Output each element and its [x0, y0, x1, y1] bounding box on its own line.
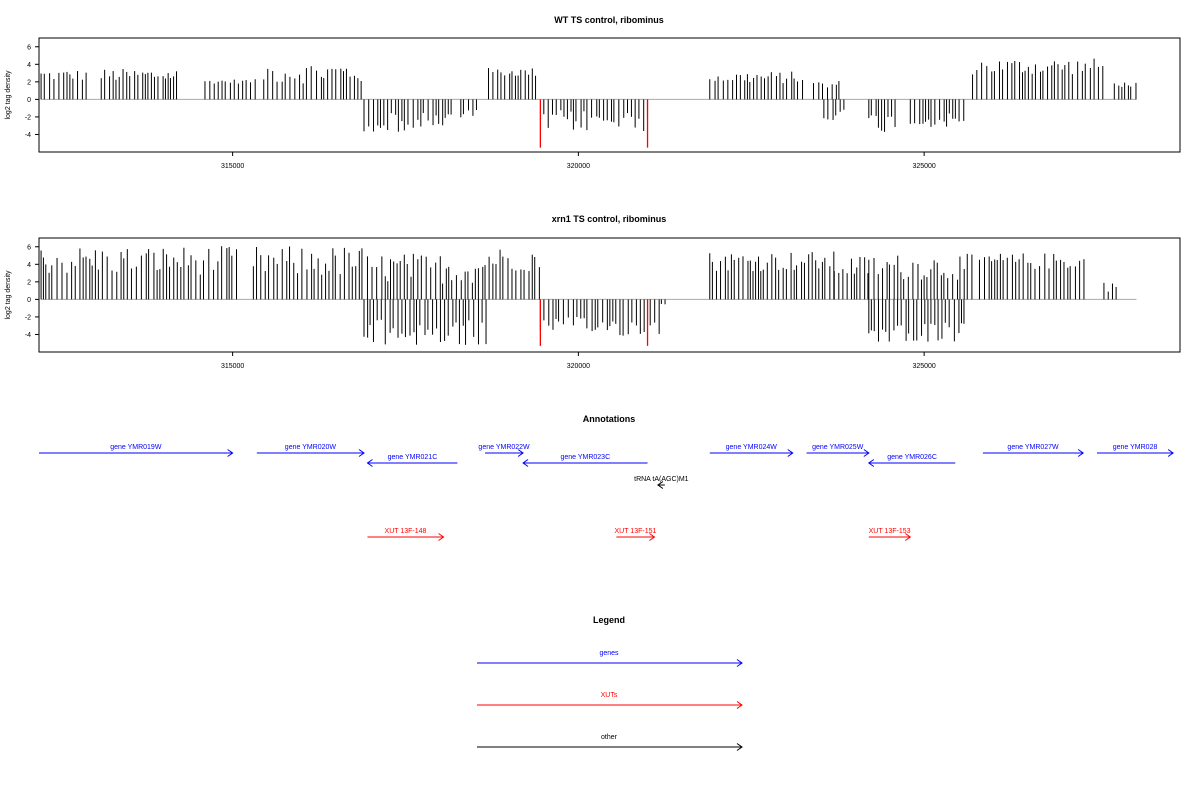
legend-title: Legend — [593, 615, 625, 625]
arrow-right-icon — [736, 701, 743, 709]
wt-plot-frame — [38, 37, 1181, 153]
annotation-tracks: gene YMR019W gene YMR020W gene YMR021C gene… — [39, 444, 1174, 541]
annotation-feature: gene YMR022W — [478, 444, 530, 457]
annotation-feature: XUT 13F-153 — [869, 528, 912, 541]
arrow-right-icon — [517, 449, 524, 457]
feature-label: XUT 13F-148 — [385, 528, 427, 535]
legend-entry: XUTs — [477, 692, 743, 709]
feature-label: gene YMR022W — [478, 444, 530, 451]
arrow-right-icon — [905, 533, 912, 541]
feature-label: tRNA tA(AGC)M1 — [634, 476, 689, 483]
x-tick-label: 315000 — [221, 163, 244, 170]
arrow-right-icon — [787, 449, 794, 457]
xrn1-plot-frame — [38, 237, 1181, 353]
feature-label: XUT 13F-153 — [869, 528, 911, 535]
legend-items: genes XUTs other — [477, 650, 743, 751]
arrow-left-icon — [657, 481, 664, 489]
arrow-right-icon — [227, 449, 234, 457]
arrow-right-icon — [1077, 449, 1085, 457]
legend-label: XUTs — [601, 692, 618, 699]
annotation-feature: XUT 13F-151 — [614, 528, 656, 541]
arrow-left-icon — [522, 459, 529, 467]
wt-coverage-panel: WT TS control, ribominus log2 tag densit… — [5, 15, 1181, 170]
annotation-feature: tRNA tA(AGC)M1 — [634, 476, 689, 489]
annotation-feature: gene YMR020W — [256, 444, 365, 457]
feature-label: gene YMR028 — [1113, 444, 1158, 451]
annotation-feature: gene YMR027W — [982, 444, 1085, 457]
feature-label: gene YMR021C — [388, 454, 438, 461]
legend-label: genes — [599, 650, 619, 657]
legend-panel: Legend genes XUTs other — [477, 615, 743, 751]
xrn1-y-axis-label: log2 tag density — [5, 270, 12, 320]
arrow-right-icon — [649, 533, 656, 541]
arrow-right-icon — [736, 659, 743, 667]
y-tick-label: -2 — [25, 114, 31, 121]
xrn1-panel-title: xrn1 TS control, ribominus — [552, 214, 667, 224]
y-tick-label: 0 — [27, 297, 31, 304]
arrow-right-icon — [358, 449, 365, 457]
annotation-feature: gene YMR023C — [522, 454, 648, 467]
y-tick-label: 4 — [27, 262, 31, 269]
x-tick-label: 315000 — [221, 363, 244, 370]
annotation-feature: gene YMR025W — [806, 444, 870, 457]
y-tick-label: 2 — [27, 279, 31, 286]
annotations-title: Annotations — [583, 414, 636, 424]
arrow-left-icon — [867, 459, 875, 467]
arrow-right-icon — [1167, 449, 1174, 457]
y-tick-label: 0 — [27, 97, 31, 104]
arrow-right-icon — [736, 743, 743, 751]
x-tick-label: 325000 — [912, 163, 935, 170]
legend-entry: genes — [477, 650, 743, 667]
wt-x-axis: 315000 320000 325000 — [221, 152, 936, 170]
feature-label: gene YMR019W — [110, 444, 162, 451]
wt-panel-title: WT TS control, ribominus — [554, 15, 664, 25]
x-tick-label: 320000 — [567, 163, 590, 170]
arrow-right-icon — [438, 533, 445, 541]
annotation-feature: gene YMR024W — [709, 444, 794, 457]
annotation-feature: gene YMR028 — [1097, 444, 1174, 457]
annotations-panel: Annotations gene YMR019W gene YMR020Wgene… — [39, 414, 1174, 541]
annotation-feature: XUT 13F-148 — [367, 528, 445, 541]
wt-y-axis: -4 -2 0 2 4 6 — [25, 44, 39, 139]
y-tick-label: -4 — [25, 332, 31, 339]
legend-entry: other — [477, 734, 743, 751]
feature-label: gene YMR026C — [887, 454, 937, 461]
feature-label: gene YMR027W — [1007, 444, 1059, 451]
feature-label: gene YMR024W — [726, 444, 778, 451]
y-tick-label: 6 — [27, 244, 31, 251]
arrow-right-icon — [863, 449, 870, 457]
wt-bars — [40, 58, 1137, 148]
annotation-feature: gene YMR021C — [366, 454, 458, 467]
xrn1-y-axis: -4 -2 0 2 4 6 — [25, 244, 39, 339]
feature-label: gene YMR023C — [560, 454, 610, 461]
wt-y-axis-label: log2 tag density — [5, 70, 12, 120]
legend-label: other — [601, 734, 618, 741]
y-tick-label: 6 — [27, 44, 31, 51]
feature-label: gene YMR020W — [285, 444, 337, 451]
xrn1-coverage-panel: xrn1 TS control, ribominus log2 tag dens… — [5, 214, 1181, 370]
x-tick-label: 320000 — [567, 363, 590, 370]
xrn1-x-axis: 315000 320000 325000 — [221, 352, 936, 370]
feature-label: XUT 13F-151 — [614, 528, 656, 535]
y-tick-label: -4 — [25, 132, 31, 139]
xrn1-bars — [40, 246, 1137, 346]
y-tick-label: 4 — [27, 62, 31, 69]
arrow-left-icon — [366, 459, 373, 467]
annotation-feature: gene YMR026C — [867, 454, 956, 467]
y-tick-label: -2 — [25, 314, 31, 321]
y-tick-label: 2 — [27, 79, 31, 86]
x-tick-label: 325000 — [912, 363, 935, 370]
feature-label: gene YMR025W — [812, 444, 864, 451]
annotation-feature: gene YMR019W — [39, 444, 234, 457]
